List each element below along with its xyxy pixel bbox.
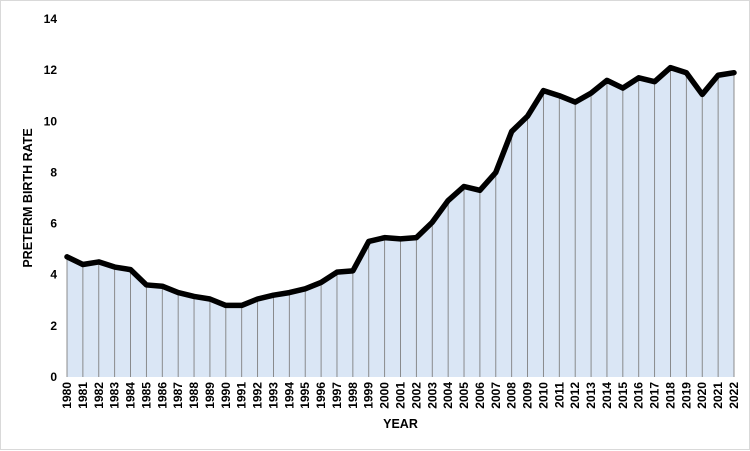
x-tick-label: 1987 xyxy=(171,382,185,409)
x-tick-label: 1994 xyxy=(282,382,296,409)
x-tick-label: 2002 xyxy=(409,382,423,409)
x-tick-label: 1986 xyxy=(155,382,169,409)
x-tick-label: 2021 xyxy=(711,382,725,409)
x-tick-label: 1989 xyxy=(203,382,217,409)
y-tick-label: 0 xyxy=(50,370,57,384)
x-tick-label: 2004 xyxy=(441,382,455,409)
x-tick-label: 1983 xyxy=(108,382,122,409)
x-tick-label: 1992 xyxy=(251,382,265,409)
x-tick-label: 1998 xyxy=(346,382,360,409)
x-tick-label: 1991 xyxy=(235,382,249,409)
x-tick-label: 2005 xyxy=(457,382,471,409)
x-tick-label: 1981 xyxy=(76,382,90,409)
x-tick-label: 2010 xyxy=(536,382,550,409)
y-tick-label: 12 xyxy=(44,63,58,77)
x-tick-label: 2022 xyxy=(727,382,741,409)
x-tick-label: 2003 xyxy=(425,382,439,409)
drop-lines xyxy=(66,67,735,377)
x-tick-label: 1988 xyxy=(187,382,201,409)
x-axis-ticks: 1980 1981 1982 1983 1984 1985 1986 1987 1988 1989… xyxy=(60,382,741,409)
x-tick-label: 1990 xyxy=(219,382,233,409)
x-tick-label: 2007 xyxy=(489,382,503,409)
x-tick-label: 2017 xyxy=(648,382,662,409)
area-fill xyxy=(67,67,734,377)
y-tick-label: 14 xyxy=(44,12,58,26)
x-tick-label: 2018 xyxy=(663,382,677,409)
x-tick-label: 2011 xyxy=(552,382,566,408)
y-tick-label: 8 xyxy=(50,165,57,179)
x-tick-label: 2006 xyxy=(473,382,487,409)
x-tick-label: 2001 xyxy=(394,382,408,409)
x-tick-label: 1995 xyxy=(298,382,312,409)
x-tick-label: 1996 xyxy=(314,382,328,409)
x-tick-label: 1982 xyxy=(92,382,106,409)
x-tick-label: 2016 xyxy=(632,382,646,409)
y-axis-title: PRETERM BIRTH RATE xyxy=(21,128,35,267)
x-tick-label: 2014 xyxy=(600,382,614,409)
series-line xyxy=(64,64,737,309)
x-axis-title: YEAR xyxy=(383,417,418,431)
x-tick-label: 1993 xyxy=(266,382,280,409)
x-tick-label: 2015 xyxy=(616,382,630,409)
x-tick-label: 2008 xyxy=(505,382,519,409)
y-tick-label: 6 xyxy=(50,217,57,231)
x-tick-label: 1997 xyxy=(330,382,344,409)
x-tick-label: 1980 xyxy=(60,382,74,409)
y-tick-label: 4 xyxy=(50,268,57,282)
y-tick-label: 10 xyxy=(44,114,58,128)
x-tick-label: 2020 xyxy=(695,382,709,409)
x-tick-label: 1999 xyxy=(362,382,376,409)
x-tick-label: 1984 xyxy=(124,382,138,409)
x-tick-label: 2012 xyxy=(568,382,582,409)
x-tick-label: 2000 xyxy=(378,382,392,409)
x-tick-label: 1985 xyxy=(139,382,153,409)
y-axis-ticks: 0 2 4 6 8 10 12 14 xyxy=(44,12,58,384)
x-tick-label: 2009 xyxy=(521,382,535,409)
x-tick-label: 2019 xyxy=(679,382,693,409)
x-tick-label: 2013 xyxy=(584,382,598,409)
y-tick-label: 2 xyxy=(50,319,57,333)
